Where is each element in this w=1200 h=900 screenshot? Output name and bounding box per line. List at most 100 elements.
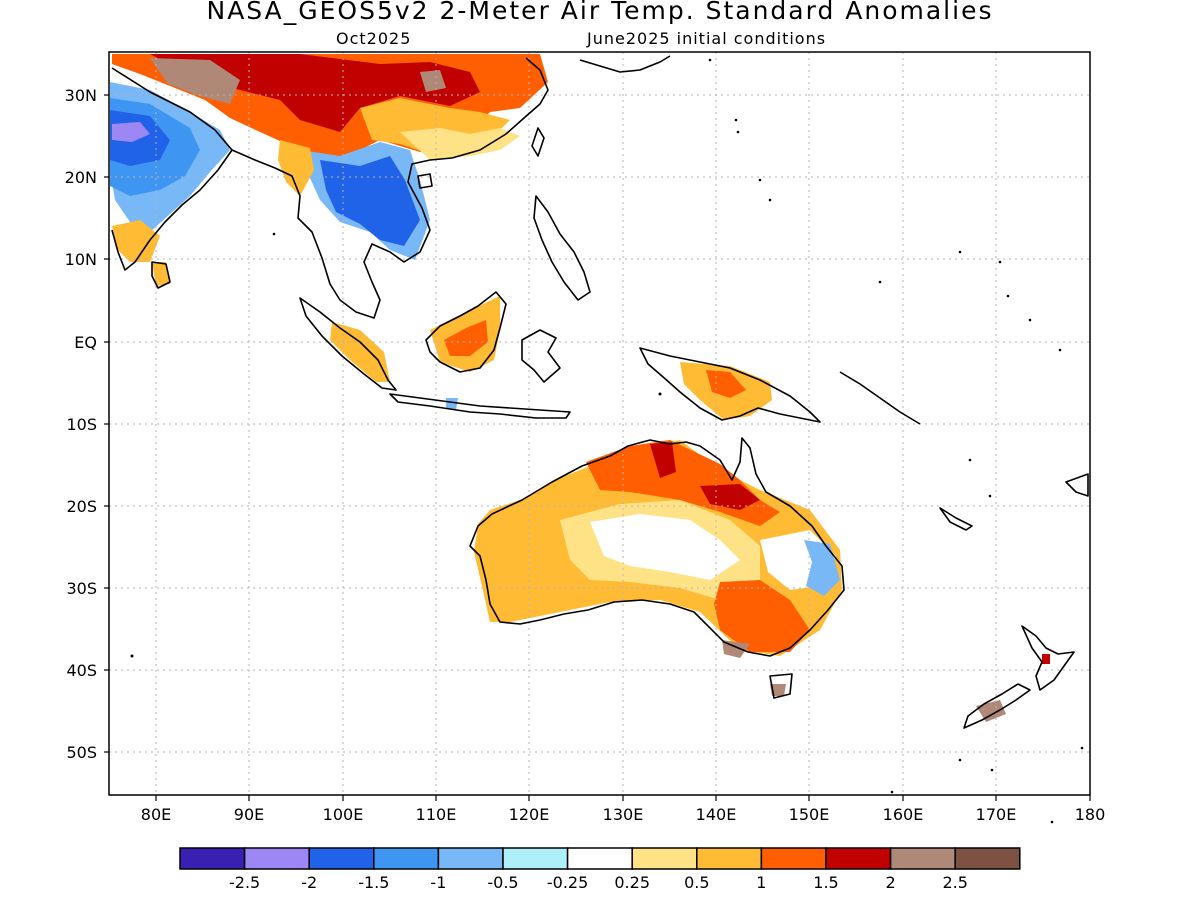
coastline-australia (469, 437, 845, 657)
lon-label: 180 (1075, 805, 1106, 824)
lon-label: 120E (509, 805, 550, 824)
colorbar-swatch (825, 847, 892, 870)
coastline-srilanka (151, 261, 171, 289)
small-islands (130, 58, 1084, 824)
coastlines (111, 55, 1089, 729)
colorbar-label: 1.5 (813, 873, 838, 892)
australia-strong-north (650, 442, 676, 478)
coastline-bay-of-bengal (231, 57, 549, 319)
colorbar-label: -2 (301, 873, 317, 892)
myanmar-warm (278, 140, 314, 196)
lon-label: 100E (323, 805, 364, 824)
india-cold-core (112, 122, 150, 142)
lat-label: 10S (66, 415, 97, 434)
initial-conditions: June2025 initial conditions (587, 29, 827, 48)
china-extreme-anomaly-2 (420, 70, 446, 92)
island (758, 178, 762, 182)
lon-label: 160E (883, 805, 924, 824)
map-title: NASA_GEOS5v2 2-Meter Air Temp. Standard … (206, 0, 994, 25)
island (998, 260, 1002, 264)
borneo-warm-core (444, 320, 488, 356)
colorbar-label: 0.5 (684, 873, 709, 892)
colorbar-swatch (696, 847, 763, 870)
island (878, 280, 882, 284)
colorbar-swatch (308, 847, 375, 870)
coastline-borneo (425, 291, 507, 373)
lat-label: 40S (66, 661, 97, 680)
colorbar: -2.5 -2 -1.5 -1 -0.5 -0.25 0.25 0.5 1 1.… (179, 847, 1021, 892)
colorbar-swatch (502, 847, 569, 870)
island (1050, 820, 1054, 824)
colorbar-label: -0.25 (547, 873, 588, 892)
lon-label: 130E (603, 805, 644, 824)
colorbar-swatch (437, 847, 504, 870)
lon-label: 110E (416, 805, 457, 824)
coastline-hainan (417, 173, 433, 189)
island (1080, 746, 1084, 750)
latitude-labels: 30N 20N 10N EQ 10S 20S 30S 40S 50S (65, 86, 97, 762)
lat-label: 30N (65, 86, 97, 105)
colorbar-swatch (631, 847, 698, 870)
lat-label: 20N (65, 168, 97, 187)
colorbar-swatch (954, 847, 1021, 870)
island (708, 58, 712, 62)
colorbar-swatch (243, 847, 310, 870)
lon-label: 150E (789, 805, 830, 824)
island (988, 494, 992, 498)
colorbar-label: -1 (430, 873, 446, 892)
island (1028, 318, 1032, 322)
island (272, 232, 276, 236)
island (734, 118, 738, 122)
colorbar-swatch (179, 847, 246, 870)
coastline-japan (579, 55, 671, 73)
lat-label: EQ (74, 333, 97, 352)
latitude-axis (104, 94, 109, 753)
lon-label: 140E (696, 805, 737, 824)
coastline-nz-south (963, 683, 1031, 729)
island (736, 130, 740, 134)
australia-neutral (590, 514, 740, 580)
australia-warm-southeast (714, 580, 810, 652)
island (890, 790, 894, 794)
coastline-solomons (839, 371, 921, 425)
coastline-newguinea (639, 347, 821, 423)
lon-label: 170E (976, 805, 1017, 824)
lat-label: 10N (65, 250, 97, 269)
china-strong-anomaly (150, 54, 480, 132)
indochina-cold-2 (320, 156, 420, 246)
island (958, 250, 962, 254)
colorbar-label: 2.5 (942, 873, 967, 892)
map-frame (108, 51, 1091, 796)
island (768, 198, 772, 202)
coastline-asia (111, 67, 233, 271)
colorbar-swatch (889, 847, 956, 870)
island (130, 654, 134, 658)
grid-lines (109, 52, 1090, 795)
colorbar-label: -0.5 (487, 873, 518, 892)
tasmania-extreme (770, 684, 786, 696)
colorbar-label: 1 (756, 873, 766, 892)
nz-south-extreme (976, 700, 1006, 722)
coastline-taiwan (531, 127, 545, 157)
australia-cold-east (804, 540, 840, 596)
island (1058, 348, 1062, 352)
island (658, 392, 662, 396)
lon-label: 80E (141, 805, 171, 824)
colorbar-label: 2 (886, 873, 896, 892)
southchina-weak (400, 128, 520, 160)
lon-label: 90E (234, 805, 264, 824)
forecast-month: Oct2025 (336, 29, 412, 48)
coastline-java (389, 393, 571, 419)
java-cold (446, 398, 458, 410)
china-extreme-anomaly (150, 58, 240, 104)
lat-label: 30S (66, 579, 97, 598)
colorbar-swatch (760, 847, 827, 870)
colorbar-label: -2.5 (229, 873, 260, 892)
coastline-newcaledonia (939, 507, 973, 531)
india-warm-south (112, 220, 160, 262)
nz-north-strong (1042, 654, 1050, 664)
colorbar-label: -1.5 (358, 873, 389, 892)
longitude-axis (155, 795, 1091, 801)
sumatra-warm (330, 322, 390, 382)
